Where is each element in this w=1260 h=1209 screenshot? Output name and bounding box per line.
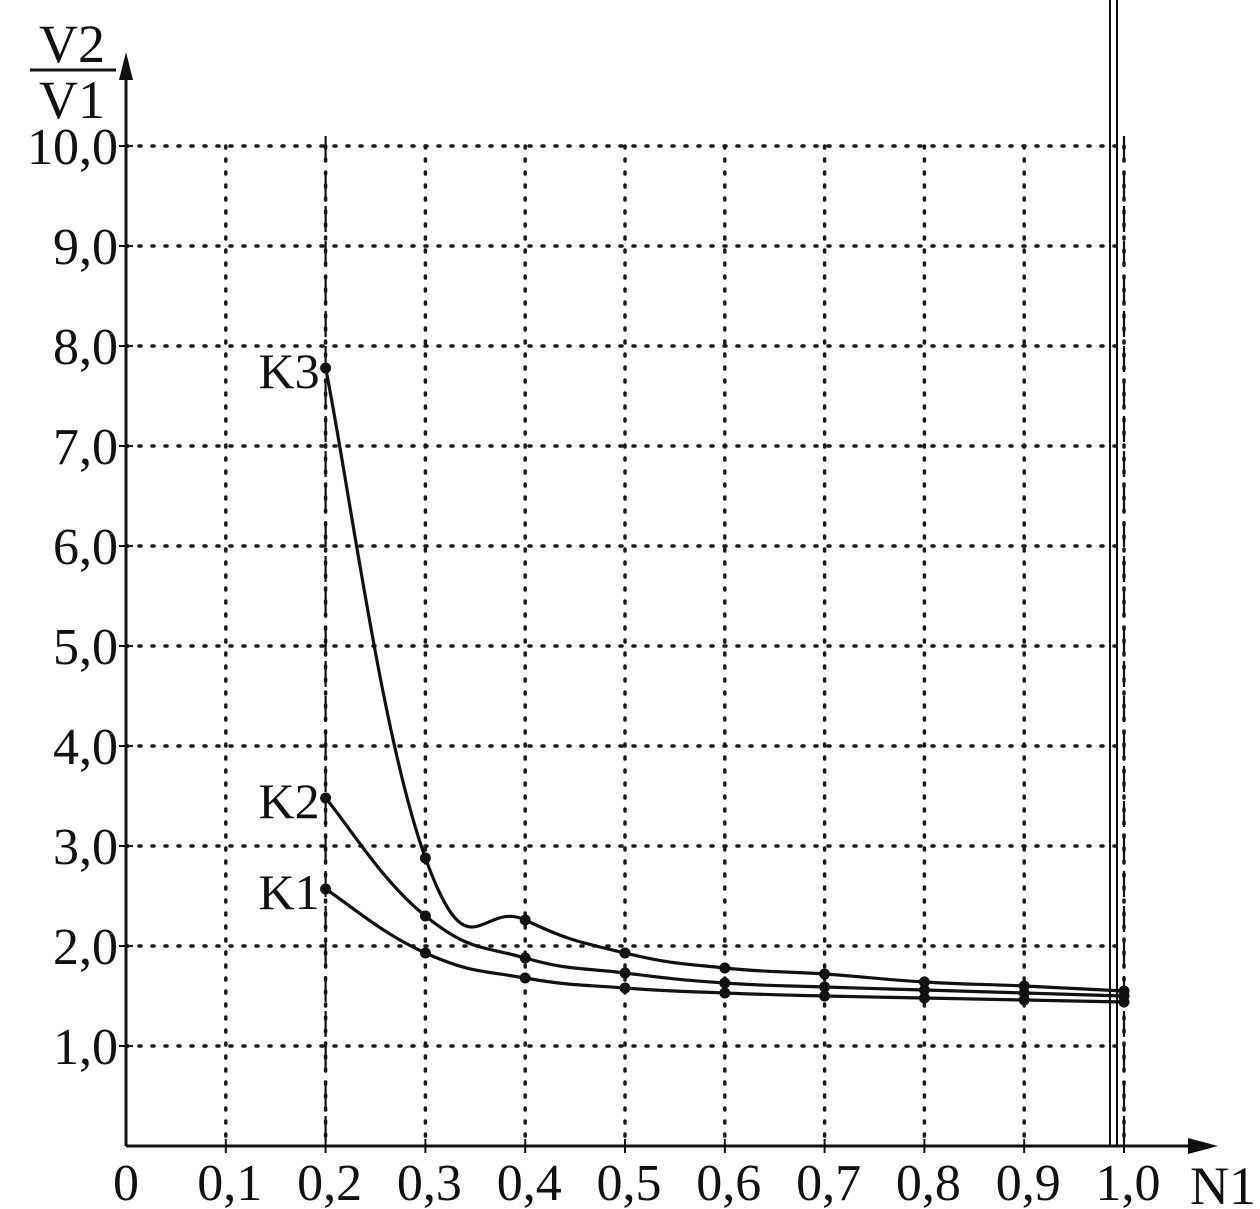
y-axis-label-numerator: V2 (39, 14, 105, 74)
y-tick-label: 10,0 (27, 119, 118, 176)
data-point-k3 (819, 968, 831, 980)
series-label-k2: K2 (258, 773, 319, 829)
series-group: K1 K2 K3 (258, 343, 1130, 1008)
data-point-k3 (419, 852, 431, 864)
data-point-k2 (719, 977, 731, 989)
y-axis-label-denominator: V1 (39, 70, 105, 130)
x-axis-arrow (1188, 1138, 1218, 1154)
data-point-k3 (918, 976, 930, 988)
x-tick-label: 0,9 (996, 1155, 1061, 1209)
data-point-k3 (1118, 985, 1130, 997)
data-point-k3 (1018, 980, 1030, 992)
data-point-k2 (320, 792, 332, 804)
data-point-k1 (619, 982, 631, 994)
tick-labels: 0 0,1 0,2 0,3 0,4 0,5 0,6 0,7 0,8 0,9 1,0 1,0 2,0 3,0… (27, 119, 1161, 1209)
x-tick-label: 0,3 (397, 1155, 462, 1209)
series-line-k1 (324, 887, 1125, 1004)
x-tick-label: 0,8 (896, 1155, 961, 1209)
y-tick-label: 2,0 (53, 919, 118, 976)
x-tick-label: 0,7 (796, 1155, 861, 1209)
x-tick-label: 0 (113, 1155, 139, 1209)
y-tick-label: 7,0 (53, 419, 118, 476)
x-tick-label: 0,2 (297, 1155, 362, 1209)
data-point-k1 (320, 883, 332, 895)
data-point-k3 (719, 962, 731, 974)
data-point-k2 (619, 967, 631, 979)
data-point-k2 (918, 984, 930, 996)
reference-lines (324, 0, 1126, 1146)
y-tick-label: 5,0 (53, 619, 118, 676)
x-tick-label: 0,4 (497, 1155, 562, 1209)
series-line-k3 (324, 367, 1125, 993)
series-label-k3: K3 (258, 343, 319, 399)
series-line-k2 (324, 796, 1125, 998)
y-tick-label: 9,0 (53, 219, 118, 276)
y-tick-label: 8,0 (53, 319, 118, 376)
data-point-k2 (519, 952, 531, 964)
x-axis-label: N1 (1190, 1156, 1256, 1209)
series-label-k1: K1 (258, 864, 319, 920)
y-tick-label: 4,0 (53, 719, 118, 776)
grid (124, 144, 1126, 1148)
data-point-k1 (719, 987, 731, 999)
data-point-k3 (320, 362, 332, 374)
axis-labels: V2 V1 N1 (30, 14, 1256, 1209)
y-tick-label: 1,0 (53, 1019, 118, 1076)
data-point-k1 (918, 992, 930, 1004)
x-tick-label: 0,5 (597, 1155, 662, 1209)
x-tick-label: 0,6 (696, 1155, 761, 1209)
data-point-k1 (419, 947, 431, 959)
data-point-k2 (419, 910, 431, 922)
y-tick-label: 3,0 (53, 819, 118, 876)
x-tick-label: 1,0 (1096, 1155, 1161, 1209)
data-point-k3 (619, 947, 631, 959)
data-point-k2 (819, 981, 831, 993)
y-axis-arrow (119, 52, 133, 80)
data-point-k3 (519, 914, 531, 926)
x-tick-label: 0,1 (197, 1155, 262, 1209)
data-point-k1 (819, 990, 831, 1002)
data-point-k1 (519, 972, 531, 984)
y-tick-label: 6,0 (53, 519, 118, 576)
axes (119, 52, 1218, 1154)
